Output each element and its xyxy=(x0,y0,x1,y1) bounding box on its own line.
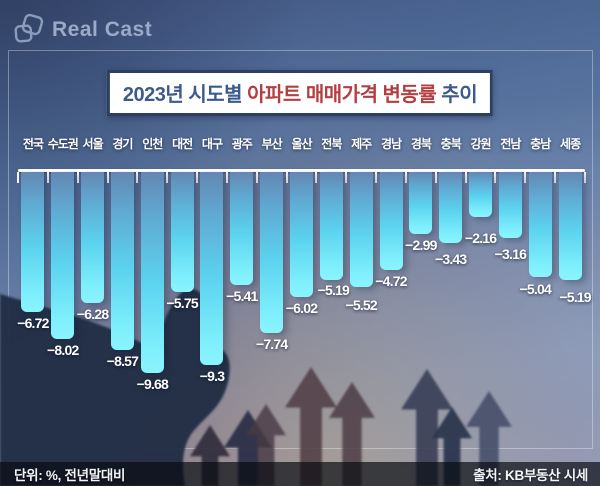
bar xyxy=(469,172,493,217)
value-label: −8.02 xyxy=(47,342,79,358)
category-label: 광주 xyxy=(231,137,253,151)
category-label: 경남 xyxy=(380,137,402,151)
value-label: −8.57 xyxy=(106,353,139,369)
bar xyxy=(200,172,224,365)
bar xyxy=(81,172,105,303)
axis-tick xyxy=(524,172,527,183)
value-label: −2.99 xyxy=(405,237,437,253)
value-label: −9.3 xyxy=(199,368,225,384)
category-label: 서울 xyxy=(82,137,104,151)
category-label: 수도권 xyxy=(47,137,79,151)
axis-tick xyxy=(76,172,79,183)
category-label: 제주 xyxy=(351,137,372,151)
axis-tick xyxy=(136,172,139,183)
bar xyxy=(498,172,522,238)
up-arrow-icon xyxy=(285,367,337,486)
bar xyxy=(349,172,373,287)
footer-bar: 단위: %, 전년말대비 출처: KB부동산 시세 xyxy=(0,462,600,486)
category-label: 경북 xyxy=(410,137,432,151)
bar xyxy=(379,172,403,270)
bar xyxy=(409,172,433,234)
category-label: 전남 xyxy=(500,137,521,151)
up-arrow-icon xyxy=(329,382,375,486)
category-label: 경기 xyxy=(112,137,133,151)
value-label: −5.04 xyxy=(519,281,552,297)
title-part-navy-2: 추이 xyxy=(436,84,478,106)
axis-tick xyxy=(554,172,557,183)
bar xyxy=(319,172,343,280)
brand-text: Real Cast xyxy=(52,18,153,41)
up-arrow-icon xyxy=(190,425,230,486)
axis-tick xyxy=(464,172,467,183)
axis-tick xyxy=(315,172,318,183)
chart-axis-line xyxy=(18,169,585,172)
axis-tick xyxy=(345,172,348,183)
axis-tick xyxy=(494,172,497,183)
logo: Real Cast xyxy=(12,13,152,47)
value-label: −6.72 xyxy=(17,315,49,331)
source-note: 출처: KB부동산 시세 xyxy=(473,468,588,483)
category-label: 전국 xyxy=(22,137,44,151)
value-label: −5.75 xyxy=(166,295,198,311)
bar xyxy=(528,172,552,277)
category-label: 충북 xyxy=(440,137,462,151)
page-title: 2023년 시도별 아파트 매매가격 변동률 추이 xyxy=(106,70,494,116)
up-arrow-icon xyxy=(246,404,286,486)
axis-tick xyxy=(404,172,407,183)
value-label: −9.68 xyxy=(136,376,169,392)
bar xyxy=(558,172,582,280)
up-arrows-background xyxy=(190,367,512,486)
axis-tick xyxy=(106,172,109,183)
axis-tick xyxy=(285,172,288,183)
bar xyxy=(21,172,45,312)
value-label: −5.19 xyxy=(317,282,350,298)
unit-note: 단위: %, 전년말대비 xyxy=(14,468,126,483)
value-label: −3.16 xyxy=(494,246,527,262)
category-label: 충남 xyxy=(530,137,551,151)
category-label: 강원 xyxy=(470,137,492,151)
up-arrow-icon xyxy=(466,391,512,486)
axis-tick xyxy=(17,172,19,183)
bar xyxy=(260,172,284,333)
up-arrow-icon xyxy=(432,407,472,486)
category-label: 인천 xyxy=(142,137,163,151)
bar xyxy=(170,172,194,292)
value-label: −6.28 xyxy=(76,306,109,322)
bar xyxy=(51,172,75,339)
value-label: −5.19 xyxy=(559,289,591,305)
logo-icon xyxy=(14,13,44,43)
value-label: −2.16 xyxy=(464,230,497,246)
up-arrow-icon xyxy=(401,369,453,486)
category-label: 울산 xyxy=(291,137,312,151)
value-label: −7.74 xyxy=(255,336,288,352)
category-label: 대구 xyxy=(201,137,223,151)
bar xyxy=(230,172,254,285)
title-part-red: 아파트 매매가격 변동률 xyxy=(247,84,437,106)
value-label: −6.02 xyxy=(285,300,318,316)
value-label: −5.41 xyxy=(226,288,258,304)
axis-tick xyxy=(434,172,437,183)
bar xyxy=(439,172,463,243)
axis-tick xyxy=(46,172,49,183)
axis-tick xyxy=(196,172,199,183)
bar xyxy=(110,172,134,350)
axis-tick xyxy=(584,172,586,183)
category-label: 부산 xyxy=(261,137,283,151)
value-label: −3.43 xyxy=(434,251,467,267)
title-part-navy: 2023년 시도별 xyxy=(122,84,248,106)
bar xyxy=(140,172,164,373)
axis-tick xyxy=(255,172,258,183)
bar xyxy=(290,172,313,297)
axis-tick xyxy=(375,172,378,183)
category-label: 전북 xyxy=(321,137,342,151)
category-label: 대전 xyxy=(172,137,193,151)
axis-tick xyxy=(166,172,169,183)
axis-tick xyxy=(225,172,228,183)
value-label: −4.72 xyxy=(375,273,407,289)
category-label: 세종 xyxy=(560,137,581,151)
value-label: −5.52 xyxy=(345,297,377,313)
